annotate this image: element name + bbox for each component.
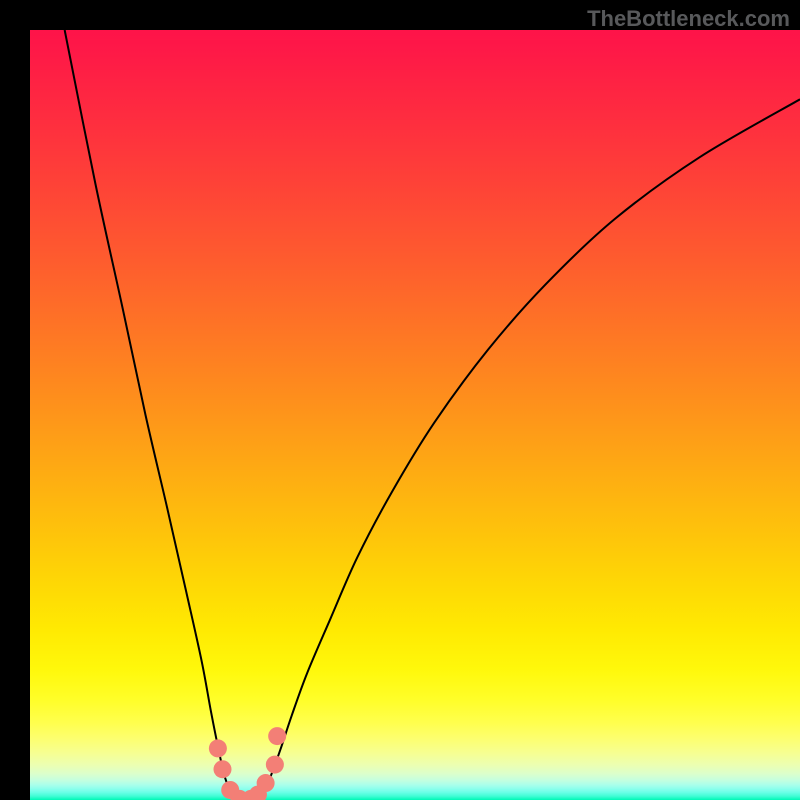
data-marker — [209, 739, 227, 757]
left-branch-curve — [65, 30, 238, 799]
data-marker — [268, 727, 286, 745]
data-marker — [266, 756, 284, 774]
chart-plot-area — [30, 30, 800, 800]
watermark-text: TheBottleneck.com — [587, 6, 790, 32]
chart-svg-layer — [30, 30, 800, 800]
chart-outer-frame: TheBottleneck.com — [0, 0, 800, 800]
data-marker — [214, 760, 232, 778]
right-branch-curve — [257, 99, 800, 799]
data-marker — [257, 774, 275, 792]
